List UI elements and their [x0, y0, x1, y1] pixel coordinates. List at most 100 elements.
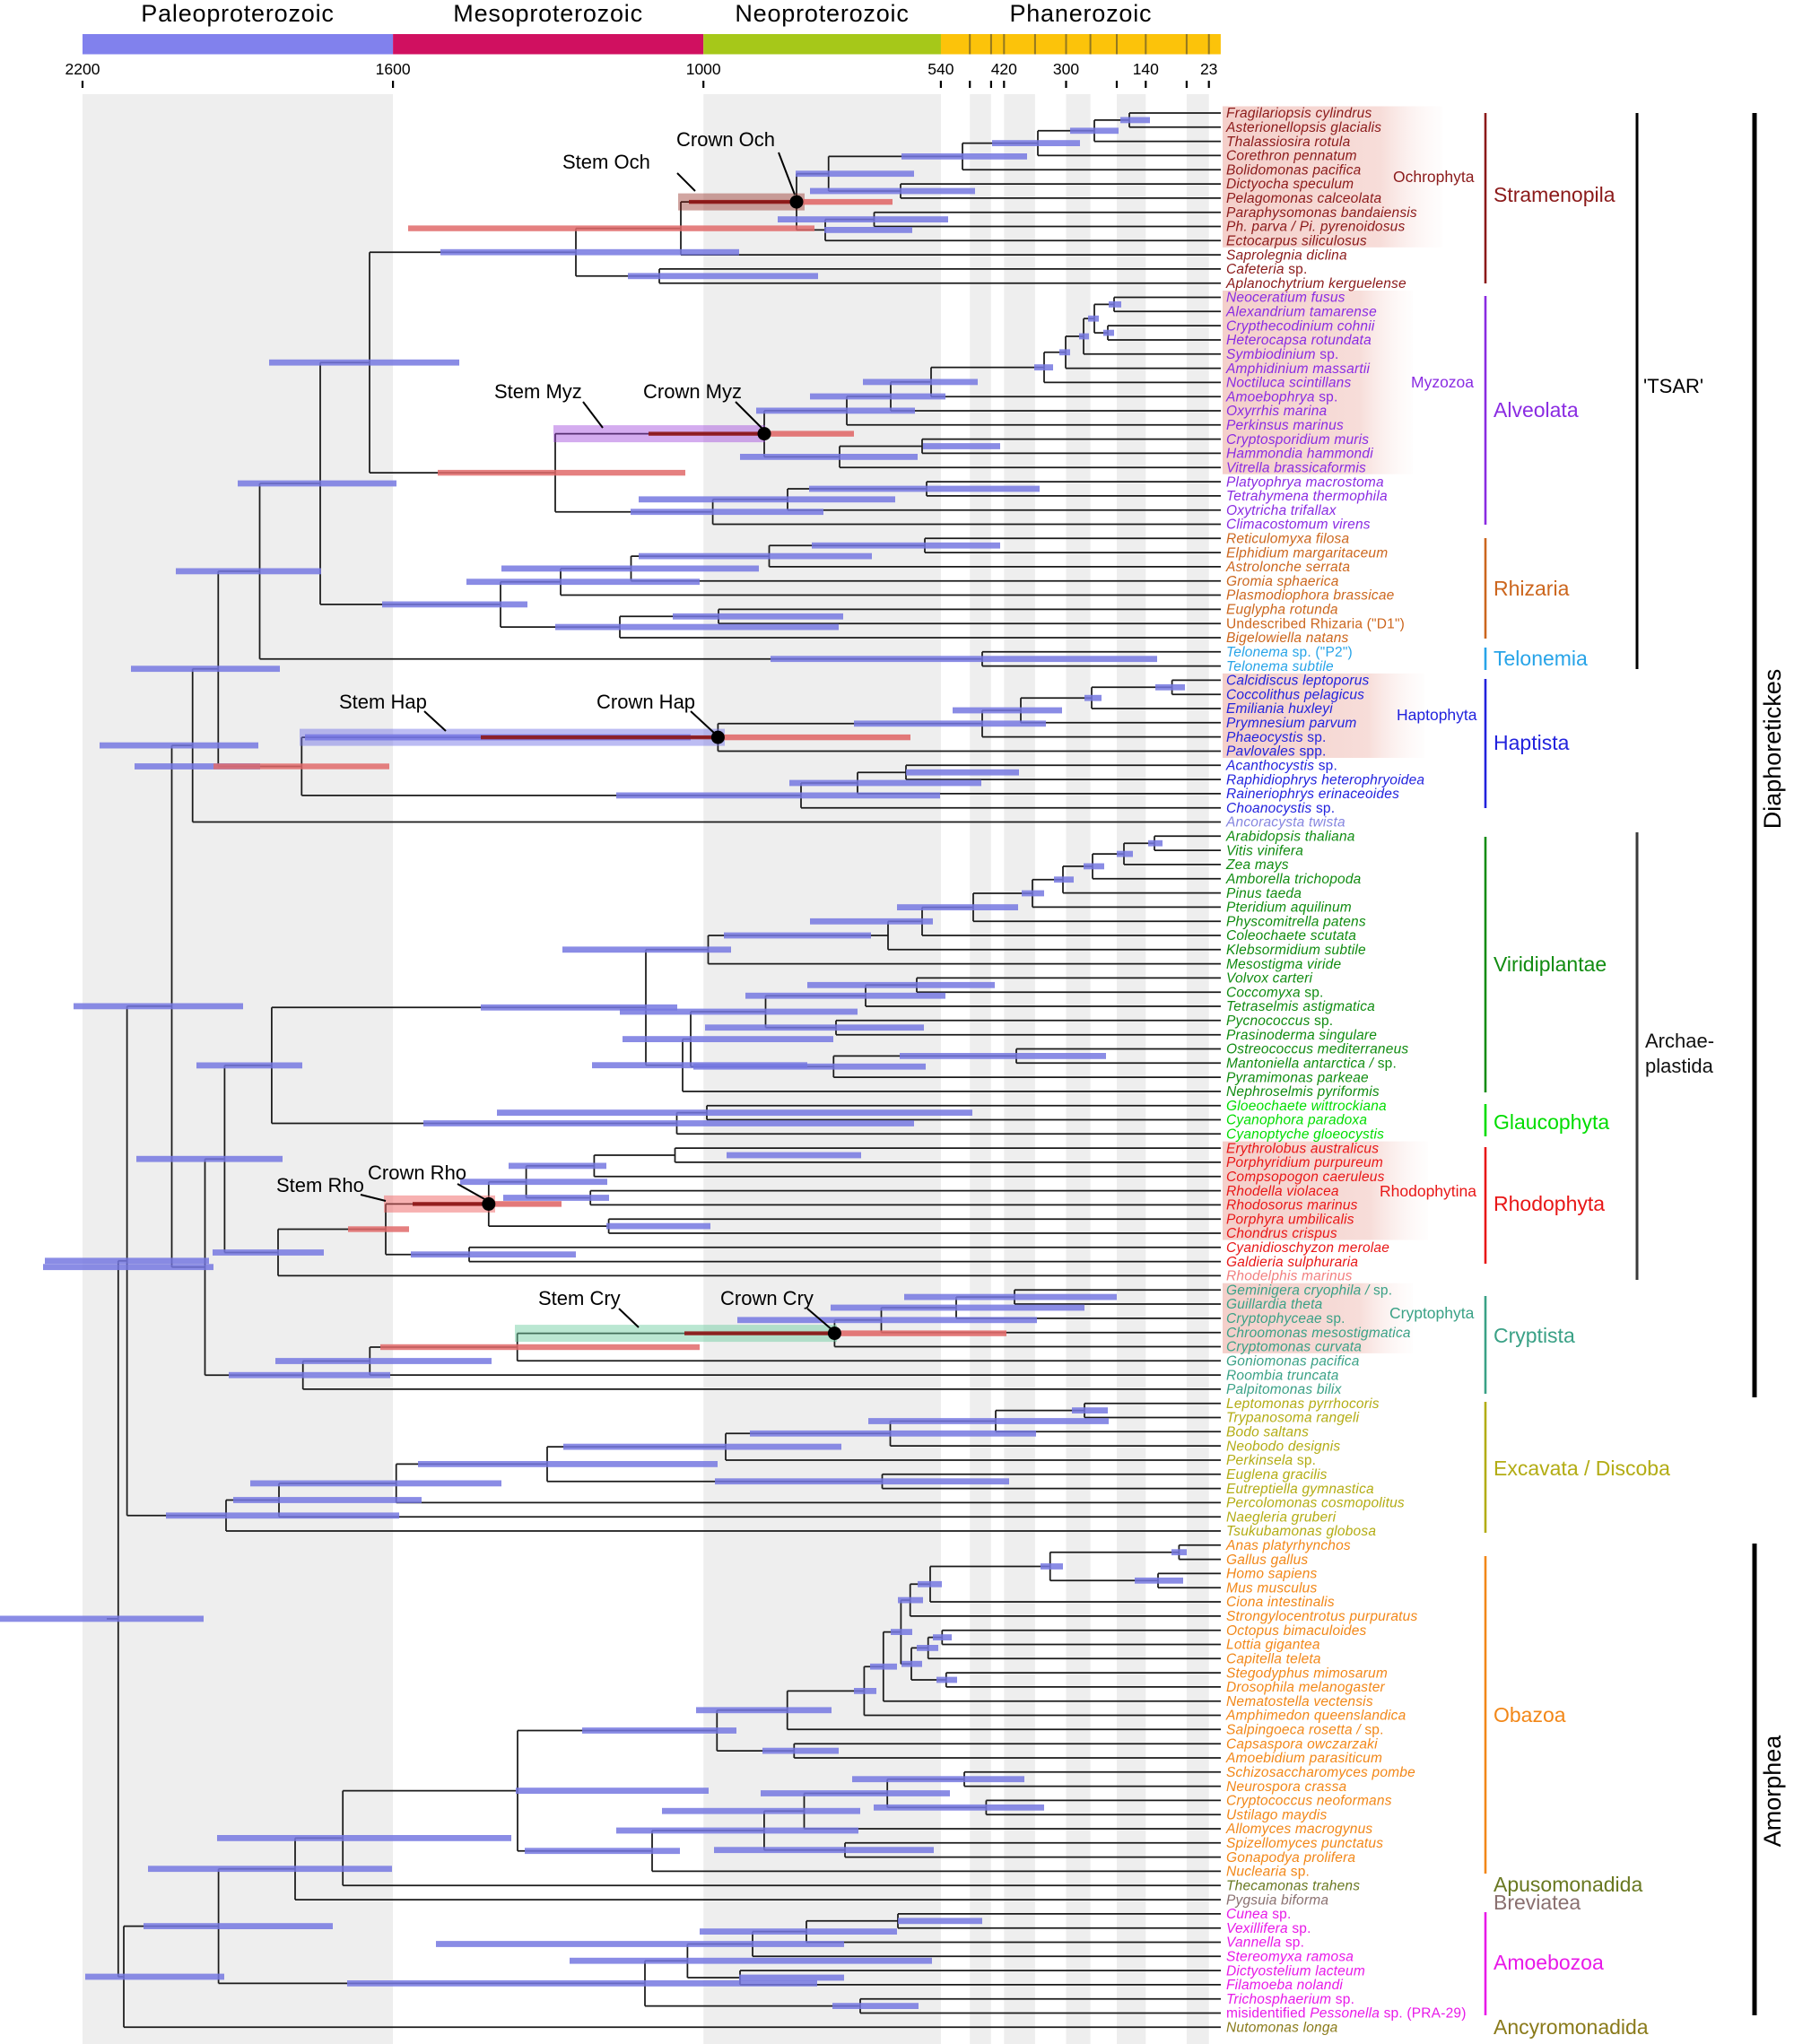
svg-text:Vexillifera sp.: Vexillifera sp.	[1226, 1921, 1311, 1936]
svg-text:Archae-: Archae-	[1645, 1030, 1714, 1052]
svg-text:Noctiluca scintillans: Noctiluca scintillans	[1226, 376, 1351, 391]
svg-text:Porphyra umbilicalis: Porphyra umbilicalis	[1226, 1212, 1354, 1227]
svg-text:misidentified Pessonella sp. (: misidentified Pessonella sp. (PRA-29)	[1226, 2006, 1467, 2022]
svg-text:Rhodophyta: Rhodophyta	[1494, 1192, 1605, 1215]
svg-text:Choanocystis sp.: Choanocystis sp.	[1226, 801, 1335, 816]
svg-text:plastida: plastida	[1645, 1055, 1714, 1077]
svg-text:Compsopogon caeruleus: Compsopogon caeruleus	[1226, 1170, 1385, 1185]
svg-text:Cryptomonas curvata: Cryptomonas curvata	[1226, 1340, 1362, 1355]
svg-text:Salpingoeca rosetta / sp.: Salpingoeca rosetta / sp.	[1226, 1723, 1384, 1738]
svg-text:Cryptophyta: Cryptophyta	[1389, 1304, 1475, 1322]
svg-text:Naegleria gruberi: Naegleria gruberi	[1226, 1509, 1337, 1525]
svg-text:Capsaspora owczarzaki: Capsaspora owczarzaki	[1226, 1736, 1378, 1752]
svg-text:Porphyridium purpureum: Porphyridium purpureum	[1226, 1155, 1383, 1170]
svg-text:Cryptosporidium muris: Cryptosporidium muris	[1226, 432, 1369, 448]
svg-text:Diaphoretickes: Diaphoretickes	[1759, 669, 1786, 830]
svg-text:Cyanoptyche gloeocystis: Cyanoptyche gloeocystis	[1226, 1127, 1384, 1143]
svg-text:23: 23	[1200, 60, 1217, 78]
svg-text:Allomyces macrogynus: Allomyces macrogynus	[1225, 1822, 1372, 1837]
svg-text:Paleoproterozoic: Paleoproterozoic	[141, 0, 334, 27]
svg-text:Prasinoderma singulare: Prasinoderma singulare	[1226, 1028, 1377, 1043]
svg-text:Pteridium aquilinum: Pteridium aquilinum	[1226, 900, 1352, 916]
svg-text:Coccomyxa sp.: Coccomyxa sp.	[1226, 985, 1324, 1000]
svg-text:Pyramimonas parkeae: Pyramimonas parkeae	[1226, 1070, 1369, 1085]
svg-text:Capitella teleta: Capitella teleta	[1226, 1652, 1321, 1667]
svg-text:Palpitomonas bilix: Palpitomonas bilix	[1226, 1382, 1343, 1397]
svg-text:Anas platyrhynchos: Anas platyrhynchos	[1225, 1538, 1351, 1553]
svg-text:Cafeteria sp.: Cafeteria sp.	[1226, 262, 1307, 277]
svg-text:Thecamonas trahens: Thecamonas trahens	[1226, 1878, 1360, 1893]
svg-text:Schizosaccharomyces pombe: Schizosaccharomyces pombe	[1226, 1765, 1415, 1780]
svg-text:Thalassiosira rotula: Thalassiosira rotula	[1226, 135, 1351, 150]
svg-text:Ustilago maydis: Ustilago maydis	[1226, 1807, 1327, 1822]
svg-text:Astrolonche serrata: Astrolonche serrata	[1225, 560, 1350, 575]
svg-text:140: 140	[1133, 60, 1159, 78]
svg-text:Glaucophyta: Glaucophyta	[1494, 1110, 1609, 1134]
svg-text:Gromia sphaerica: Gromia sphaerica	[1226, 574, 1339, 589]
svg-text:Haptista: Haptista	[1494, 731, 1570, 754]
svg-text:Mus musculus: Mus musculus	[1226, 1580, 1318, 1596]
svg-text:Cryptista: Cryptista	[1494, 1324, 1575, 1347]
svg-text:Crown Myz: Crown Myz	[643, 380, 742, 403]
svg-text:Lottia gigantea: Lottia gigantea	[1226, 1638, 1320, 1653]
svg-text:Phanerozoic: Phanerozoic	[1009, 0, 1152, 27]
svg-text:Chondrus crispus: Chondrus crispus	[1226, 1226, 1337, 1241]
svg-text:Telonema subtile: Telonema subtile	[1226, 659, 1334, 674]
svg-text:Ostreococcus mediterraneus: Ostreococcus mediterraneus	[1226, 1042, 1408, 1057]
svg-text:Guillardia theta: Guillardia theta	[1226, 1297, 1323, 1312]
svg-text:Stem Cry: Stem Cry	[538, 1287, 621, 1309]
svg-text:'TSAR': 'TSAR'	[1643, 375, 1703, 397]
svg-text:1600: 1600	[376, 60, 411, 78]
svg-text:540: 540	[927, 60, 954, 78]
svg-text:Amphidinium massartii: Amphidinium massartii	[1225, 361, 1370, 377]
svg-text:Rhodophytina: Rhodophytina	[1380, 1182, 1476, 1200]
svg-text:Arabidopsis thaliana: Arabidopsis thaliana	[1225, 830, 1355, 845]
svg-text:Chroomonas mesostigmatica: Chroomonas mesostigmatica	[1226, 1326, 1411, 1341]
svg-text:Plasmodiophora brassicae: Plasmodiophora brassicae	[1226, 588, 1395, 604]
svg-text:Perkinsela sp.: Perkinsela sp.	[1226, 1453, 1316, 1468]
svg-text:Homo sapiens: Homo sapiens	[1226, 1567, 1318, 1582]
svg-text:Emiliania huxleyi: Emiliania huxleyi	[1226, 701, 1333, 717]
svg-text:Heterocapsa rotundata: Heterocapsa rotundata	[1226, 333, 1372, 348]
svg-text:Ochrophyta: Ochrophyta	[1393, 168, 1475, 186]
svg-text:Symbiodinium sp.: Symbiodinium sp.	[1226, 347, 1339, 362]
svg-text:Oxyrrhis marina: Oxyrrhis marina	[1226, 404, 1328, 419]
svg-text:Climacostomum virens: Climacostomum virens	[1226, 518, 1371, 533]
svg-text:Zea mays: Zea mays	[1225, 857, 1289, 873]
svg-text:Goniomonas pacifica: Goniomonas pacifica	[1226, 1354, 1360, 1370]
svg-text:Mesoproterozoic: Mesoproterozoic	[453, 0, 643, 27]
svg-text:Tetraselmis astigmatica: Tetraselmis astigmatica	[1226, 999, 1375, 1014]
svg-text:300: 300	[1053, 60, 1079, 78]
svg-text:Vitis vinifera: Vitis vinifera	[1226, 843, 1303, 858]
svg-text:Euglypha rotunda: Euglypha rotunda	[1226, 603, 1338, 618]
svg-text:Gloeochaete wittrockiana: Gloeochaete wittrockiana	[1226, 1099, 1387, 1114]
svg-text:Stramenopila: Stramenopila	[1494, 183, 1615, 206]
svg-text:Telonema sp. ("P2"): Telonema sp. ("P2")	[1226, 645, 1353, 660]
svg-text:Telonemia: Telonemia	[1494, 647, 1588, 670]
svg-text:Geminigera cryophila / sp.: Geminigera cryophila / sp.	[1226, 1283, 1392, 1298]
svg-text:Amorphea: Amorphea	[1759, 1735, 1786, 1848]
svg-text:Stem Myz: Stem Myz	[494, 380, 582, 403]
svg-text:Crown Hap: Crown Hap	[597, 691, 695, 713]
svg-text:420: 420	[991, 60, 1017, 78]
svg-text:Mesostigma viride: Mesostigma viride	[1226, 957, 1341, 972]
svg-text:Cunea sp.: Cunea sp.	[1226, 1907, 1291, 1922]
svg-text:Neoceratium fusus: Neoceratium fusus	[1226, 291, 1346, 306]
svg-text:Pycnococcus sp.: Pycnococcus sp.	[1226, 1013, 1333, 1029]
svg-text:Dictyostelium lacteum: Dictyostelium lacteum	[1226, 1963, 1365, 1979]
svg-text:Amoebidium parasiticum: Amoebidium parasiticum	[1225, 1751, 1382, 1766]
svg-text:Haptophyta: Haptophyta	[1397, 706, 1477, 724]
svg-text:Galdieria sulphuraria: Galdieria sulphuraria	[1226, 1255, 1358, 1270]
svg-text:Nematostella vectensis: Nematostella vectensis	[1226, 1694, 1373, 1709]
svg-text:Leptomonas pyrrhocoris: Leptomonas pyrrhocoris	[1226, 1396, 1380, 1412]
svg-text:Saprolegnia diclina: Saprolegnia diclina	[1226, 248, 1347, 263]
svg-text:Erythrolobus australicus: Erythrolobus australicus	[1226, 1141, 1379, 1156]
svg-text:Rhodosorus marinus: Rhodosorus marinus	[1226, 1198, 1358, 1213]
svg-text:Undescribed Rhizaria ("D1"): Undescribed Rhizaria ("D1")	[1226, 616, 1405, 631]
svg-text:Drosophila melanogaster: Drosophila melanogaster	[1226, 1680, 1386, 1695]
svg-text:Crypthecodinium cohnii: Crypthecodinium cohnii	[1226, 318, 1375, 334]
svg-text:Paraphysomonas bandaiensis: Paraphysomonas bandaiensis	[1226, 205, 1417, 221]
svg-text:Strongylocentrotus purpuratus: Strongylocentrotus purpuratus	[1226, 1609, 1417, 1624]
svg-text:Crown Och: Crown Och	[676, 128, 775, 151]
svg-text:Vannella sp.: Vannella sp.	[1226, 1935, 1304, 1951]
